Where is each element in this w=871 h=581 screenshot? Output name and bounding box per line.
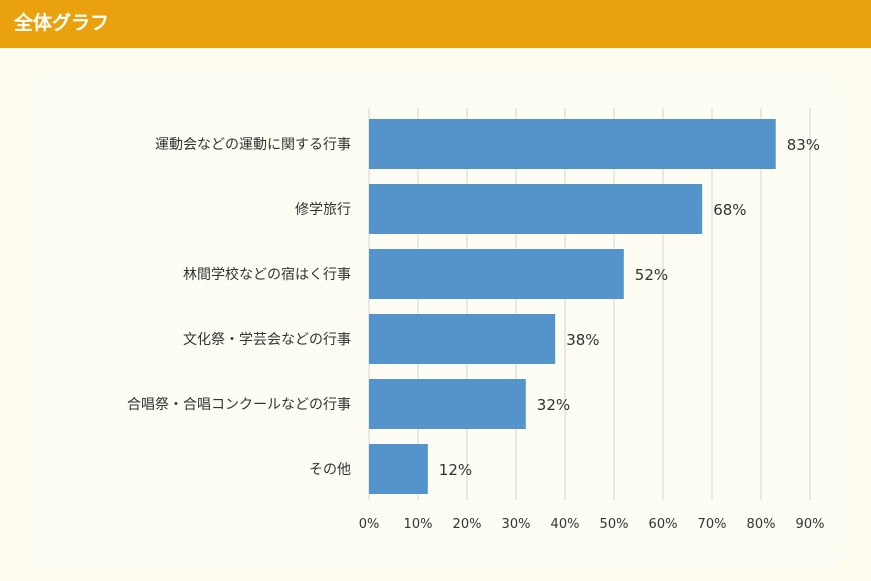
category-label: その他 xyxy=(309,462,351,478)
x-tick-label: 50% xyxy=(600,517,629,532)
x-tick-label: 80% xyxy=(747,517,776,532)
x-tick-label: 60% xyxy=(649,517,678,532)
category-label: 修学旅行 xyxy=(295,202,351,218)
value-label: 38% xyxy=(566,331,599,349)
value-labels: 83% 68% 52% 38% 32% 12% xyxy=(439,136,820,479)
bar xyxy=(369,444,428,494)
category-label: 文化祭・学芸会などの行事 xyxy=(183,332,351,348)
page-header: 全体グラフ xyxy=(0,0,871,48)
bar xyxy=(369,184,703,234)
bar xyxy=(369,314,556,364)
category-label: 運動会などの運動に関する行事 xyxy=(155,137,351,153)
value-label: 32% xyxy=(537,396,570,414)
x-tick-label: 70% xyxy=(698,517,727,532)
x-tick-label: 30% xyxy=(502,517,531,532)
x-tick-label: 10% xyxy=(404,517,433,532)
x-tick-label: 0% xyxy=(359,517,380,532)
category-label: 合唱祭・合唱コンクールなどの行事 xyxy=(127,397,351,413)
category-labels: 運動会などの運動に関する行事修学旅行林間学校などの宿はく行事文化祭・学芸会などの… xyxy=(127,137,351,478)
category-label: 林間学校などの宿はく行事 xyxy=(183,266,351,283)
x-tick-label: 40% xyxy=(551,517,580,532)
header-title: 全体グラフ xyxy=(14,12,110,34)
grid-lines xyxy=(368,108,811,500)
x-tick-label: 20% xyxy=(453,517,482,532)
bar xyxy=(369,249,624,299)
value-label: 83% xyxy=(787,136,820,154)
value-label: 12% xyxy=(439,461,472,479)
bars xyxy=(369,119,776,494)
x-tick-label: 90% xyxy=(796,517,825,532)
value-label: 68% xyxy=(713,201,746,219)
value-label: 52% xyxy=(635,266,668,284)
bar xyxy=(369,119,776,169)
bar xyxy=(369,379,526,429)
x-tick-labels: 0% 10% 20% 30% 40% 50% 60% 70% 80% 90% xyxy=(359,517,825,532)
